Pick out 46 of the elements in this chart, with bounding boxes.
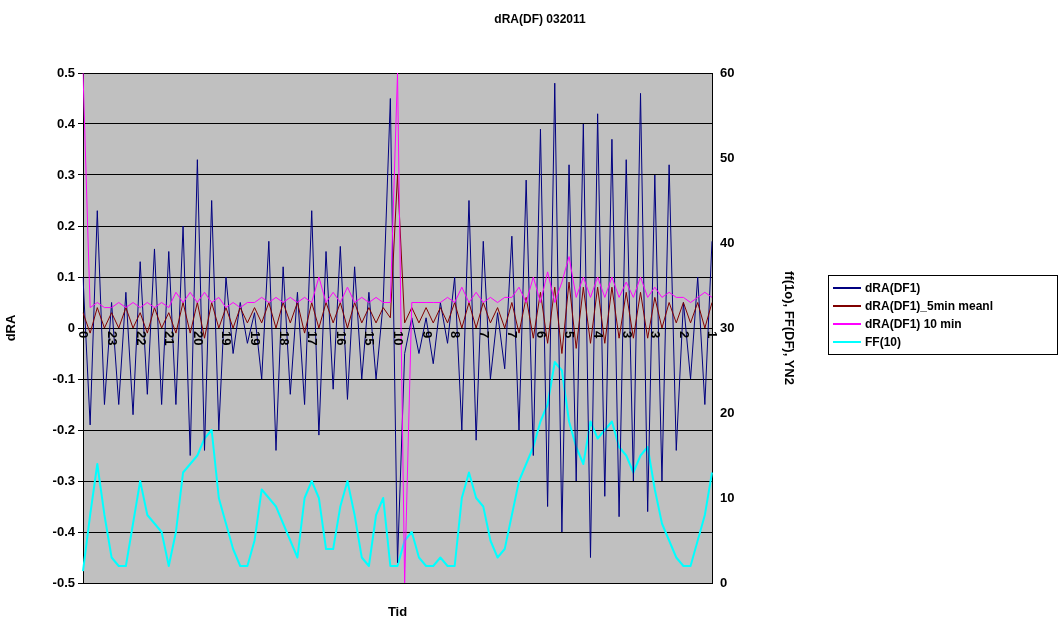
x-tick-label: 7 [505, 331, 521, 339]
x-tick-label: 17 [305, 331, 321, 346]
x-tick-label: 5 [562, 331, 578, 339]
x-tick-label: 19 [247, 331, 263, 346]
y2-tick-label: 0 [720, 574, 728, 590]
x-tick-label: 22 [133, 331, 149, 346]
y-tick-label: 0.1 [56, 268, 75, 284]
y-tick-label: 0.2 [56, 217, 75, 233]
y-tick-label: -0.5 [52, 574, 75, 590]
y-axis-title: dRA [3, 314, 19, 342]
y-tick-label: 0.5 [56, 64, 75, 80]
x-tick-label: 10 [390, 331, 406, 346]
y-tick-label: -0.4 [52, 523, 76, 539]
x-tick-label: 16 [333, 331, 349, 346]
x-tick-label: 9 [419, 331, 435, 339]
x-tick-label: 7 [476, 331, 492, 339]
y2-tick-label: 40 [720, 234, 735, 250]
y-tick-label: -0.1 [52, 370, 75, 386]
x-axis-title: Tid [387, 603, 408, 619]
y-tick-label: 0.4 [56, 115, 76, 131]
y2-tick-label: 30 [720, 319, 735, 335]
legend-label: dRA(DF1)_5min meanl [865, 299, 994, 313]
y-tick-label: 0.3 [56, 166, 75, 182]
x-tick-label: 2 [676, 331, 692, 339]
y2-tick-label: 50 [720, 149, 735, 165]
x-tick-label: 6 [533, 331, 549, 339]
y-tick-label: -0.2 [52, 421, 75, 437]
y2-tick-label: 10 [720, 489, 735, 505]
x-tick-label: 8 [448, 331, 464, 339]
x-tick-label: 15 [362, 331, 378, 346]
x-tick-label: 18 [276, 331, 292, 346]
x-tick-label: 19 [219, 331, 235, 346]
x-tick-label: 4 [591, 331, 607, 339]
x-tick-label: 21 [162, 331, 178, 346]
legend-label: dRA(DF1) 10 min [865, 317, 962, 331]
x-tick-label: 3 [619, 331, 635, 339]
x-tick-label: 23 [105, 331, 121, 346]
y-tick-label: -0.3 [52, 472, 75, 488]
y2-tick-label: 60 [720, 64, 735, 80]
y2-tick-label: 20 [720, 404, 735, 420]
x-tick-label: 20 [190, 331, 206, 346]
chart-title: dRA(DF) 032011 [494, 12, 586, 27]
legend-label: dRA(DF1) [865, 281, 921, 295]
legend-label: FF(10) [865, 335, 901, 349]
x-tick-label: 3 [648, 331, 664, 339]
y2-axis-title: ff(1o), FF(DF), YN2 [781, 271, 797, 385]
